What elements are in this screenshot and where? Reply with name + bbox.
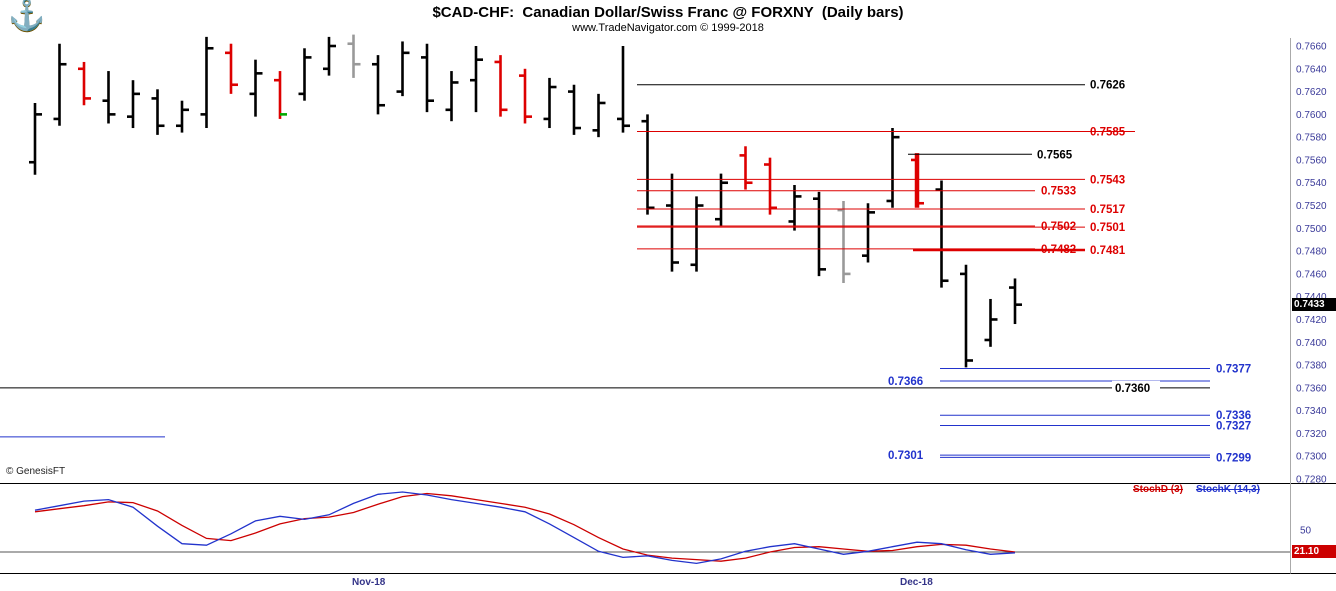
month-label: Nov-18 xyxy=(352,577,386,588)
time-axis[interactable]: Nov-18 Dec-18 xyxy=(0,575,1336,591)
axis-tick-label: 0.7540 xyxy=(1296,178,1327,189)
level-label: 0.7533 xyxy=(1041,186,1076,198)
axis-tick-label: 0.7500 xyxy=(1296,224,1327,235)
axis-tick-label: 0.7460 xyxy=(1296,269,1327,280)
axis-tick-label: 0.7660 xyxy=(1296,42,1327,53)
axis-tick-label: 0.7440 xyxy=(1296,292,1327,303)
stochd-legend[interactable]: StochD (3) xyxy=(1133,484,1183,495)
level-label: 0.7543 xyxy=(1090,174,1125,186)
axis-tick-label: 0.7340 xyxy=(1296,406,1327,417)
axis-tick-label: 0.7520 xyxy=(1296,201,1327,212)
axis-tick-label: 0.7320 xyxy=(1296,429,1327,440)
level-label: 0.7501 xyxy=(1090,222,1126,234)
chart-title: $CAD-CHF: Canadian Dollar/Swiss Franc @ … xyxy=(432,4,904,21)
level-label: 0.7377 xyxy=(1216,363,1251,375)
axis-tick-label: 0.7640 xyxy=(1296,64,1327,75)
axis-tick-label: 0.7360 xyxy=(1296,383,1327,394)
level-label: 0.7299 xyxy=(1216,452,1251,464)
level-label: 0.7626 xyxy=(1090,80,1125,92)
price-bars xyxy=(29,34,1022,368)
axis-tick-label: 0.7620 xyxy=(1296,87,1327,98)
panel-borders xyxy=(0,38,1336,574)
chart-subtitle: www.TradeNavigator.com © 1999-2018 xyxy=(572,22,764,34)
axis-tick-label: 0.7600 xyxy=(1296,110,1327,121)
level-lines: 0.7626 0.7585 0.7565 0.7543 0.7533 0.7517 0.75… xyxy=(0,80,1251,464)
axis-tick-label: 0.7560 xyxy=(1296,155,1327,166)
month-label: Dec-18 xyxy=(900,577,933,588)
axis-tick-label: 0.7420 xyxy=(1296,315,1327,326)
stoch-value-badge: 21.10 xyxy=(1292,545,1336,559)
axis-tick-label: 0.7580 xyxy=(1296,133,1327,144)
stoch-axis-label: 50 xyxy=(1300,526,1312,537)
axis-tick-label: 0.7280 xyxy=(1296,475,1327,486)
last-price-badge: 0.7433 xyxy=(1292,298,1336,312)
level-label: 0.7517 xyxy=(1090,204,1125,216)
copyright-label: © GenesisFT xyxy=(6,466,66,477)
stochk-legend[interactable]: StochK (14,3) xyxy=(1196,484,1260,495)
label-backing xyxy=(1112,380,1160,395)
axis-tick-label: 0.7400 xyxy=(1296,338,1327,349)
level-label: 0.7481 xyxy=(1090,245,1126,257)
chart-header: ⚓ $CAD-CHF: Canadian Dollar/Swiss Franc … xyxy=(0,0,1336,34)
axis-tick-label: 0.7300 xyxy=(1296,452,1327,463)
level-label: 0.7565 xyxy=(1037,149,1073,161)
level-label: 0.7327 xyxy=(1216,420,1251,432)
level-label: 0.7301 xyxy=(888,450,924,462)
level-label: 0.7366 xyxy=(888,376,923,388)
level-label: 0.7585 xyxy=(1090,126,1126,138)
axis-tick-label: 0.7380 xyxy=(1296,361,1327,372)
stochastic-lines xyxy=(0,491,1290,565)
level-label: 0.7336 xyxy=(1216,410,1251,422)
axis-tick-label: 0.7480 xyxy=(1296,247,1327,258)
price-axis-ticks[interactable]: 0.7660 0.7640 0.7620 0.7600 0.7580 0.7560 0.75… xyxy=(1296,42,1327,537)
anchor-icon: ⚓ xyxy=(8,0,46,32)
level-label: 0.7360 xyxy=(1115,383,1150,395)
stochk-line xyxy=(34,491,1016,565)
stochd-line xyxy=(34,492,1016,562)
